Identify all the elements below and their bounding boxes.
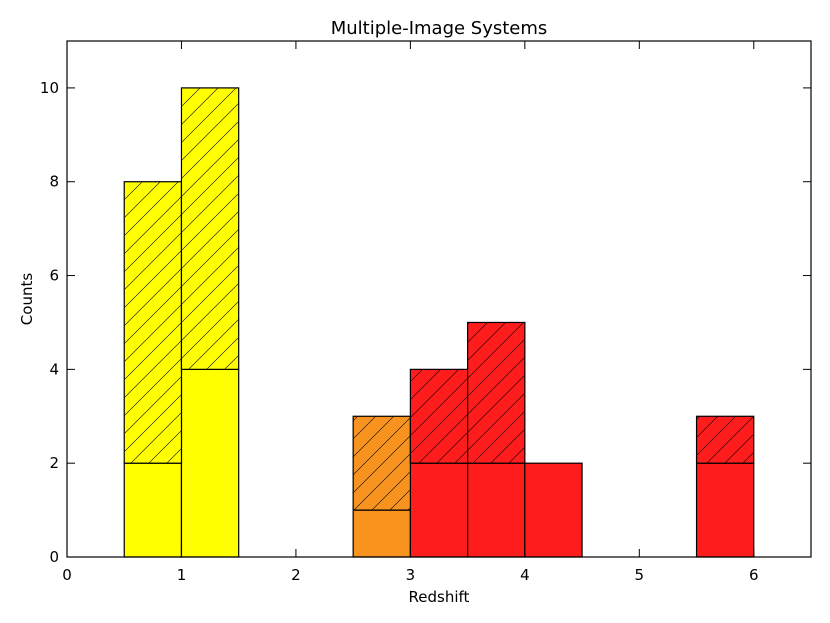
bar — [524, 462, 583, 558]
y-tick-label: 2 — [49, 454, 59, 472]
bar — [352, 415, 411, 511]
plot-frame — [66, 40, 812, 558]
y-tick-label: 10 — [40, 79, 59, 97]
bar — [695, 462, 755, 558]
bar — [123, 462, 183, 558]
bar — [180, 87, 240, 370]
y-axis-label: Counts — [18, 273, 36, 326]
x-tick-label: 3 — [406, 566, 416, 584]
bar — [123, 181, 183, 464]
bar — [467, 462, 526, 558]
x-tick-label: 1 — [177, 566, 187, 584]
x-axis-label: Redshift — [409, 588, 470, 606]
x-tick-label: 4 — [520, 566, 530, 584]
bar — [409, 368, 469, 464]
x-tick-label: 2 — [291, 566, 301, 584]
y-tick-label: 4 — [49, 360, 59, 378]
bar — [409, 462, 469, 558]
x-tick-label: 0 — [62, 566, 72, 584]
y-tick-label: 6 — [49, 267, 59, 285]
y-tick-label: 8 — [49, 173, 59, 191]
x-tick-label: 5 — [635, 566, 645, 584]
chart-title: Multiple-Image Systems — [331, 18, 548, 39]
bar — [352, 509, 411, 558]
bar — [180, 368, 240, 558]
bar — [467, 321, 526, 464]
x-tick-label: 6 — [749, 566, 759, 584]
bar — [695, 415, 755, 464]
y-tick-label: 0 — [49, 548, 59, 566]
